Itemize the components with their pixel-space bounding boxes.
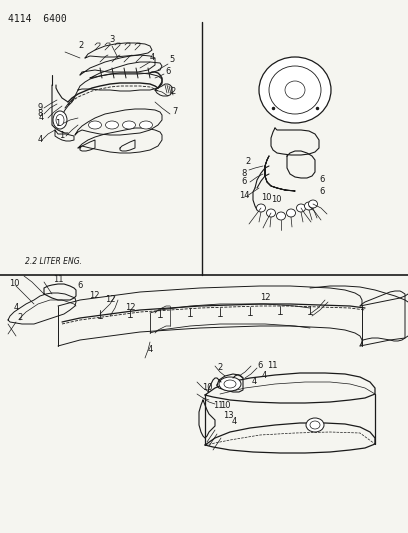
Text: 6: 6 bbox=[257, 360, 263, 369]
Text: 14: 14 bbox=[239, 191, 249, 200]
Text: 6: 6 bbox=[165, 68, 171, 77]
Ellipse shape bbox=[285, 81, 305, 99]
Text: 7: 7 bbox=[172, 108, 178, 117]
Ellipse shape bbox=[257, 204, 266, 212]
Text: 5: 5 bbox=[169, 55, 175, 64]
Text: 4: 4 bbox=[149, 53, 155, 62]
Text: 10: 10 bbox=[202, 384, 212, 392]
Ellipse shape bbox=[259, 57, 331, 123]
Text: 12: 12 bbox=[105, 295, 115, 304]
Text: 2: 2 bbox=[18, 313, 22, 322]
Text: 4: 4 bbox=[251, 376, 257, 385]
Text: 3: 3 bbox=[109, 36, 115, 44]
Ellipse shape bbox=[56, 115, 64, 125]
Text: 10: 10 bbox=[9, 279, 19, 287]
Text: 8: 8 bbox=[37, 109, 43, 118]
Text: 13: 13 bbox=[223, 411, 233, 421]
Ellipse shape bbox=[224, 380, 236, 388]
Text: 11: 11 bbox=[53, 276, 63, 285]
Ellipse shape bbox=[219, 377, 241, 391]
Text: 2: 2 bbox=[245, 157, 251, 166]
Text: 4: 4 bbox=[38, 114, 44, 123]
Text: 4: 4 bbox=[38, 135, 42, 144]
Text: 4: 4 bbox=[13, 303, 19, 312]
Ellipse shape bbox=[266, 209, 275, 217]
Ellipse shape bbox=[106, 121, 118, 129]
Ellipse shape bbox=[310, 421, 320, 429]
Text: 8: 8 bbox=[241, 169, 247, 179]
Text: 1: 1 bbox=[55, 119, 61, 128]
Text: 4: 4 bbox=[231, 417, 237, 426]
Text: 10: 10 bbox=[261, 193, 271, 203]
Text: 9: 9 bbox=[38, 103, 42, 112]
Ellipse shape bbox=[297, 204, 306, 212]
Text: 6: 6 bbox=[241, 177, 247, 187]
Text: 11: 11 bbox=[267, 360, 277, 369]
Ellipse shape bbox=[53, 111, 67, 129]
Text: 12: 12 bbox=[89, 290, 99, 300]
Text: 12: 12 bbox=[125, 303, 135, 312]
Ellipse shape bbox=[304, 202, 313, 210]
Text: 6: 6 bbox=[319, 175, 325, 184]
Text: 12: 12 bbox=[260, 294, 270, 303]
Text: 2: 2 bbox=[217, 364, 223, 373]
Text: 4: 4 bbox=[262, 370, 266, 379]
Text: 4114  6400: 4114 6400 bbox=[8, 14, 67, 24]
Ellipse shape bbox=[89, 121, 102, 129]
Text: 2.2 LITER ENG.: 2.2 LITER ENG. bbox=[25, 257, 82, 266]
Text: 2: 2 bbox=[78, 41, 84, 50]
Text: 10: 10 bbox=[271, 196, 281, 205]
Text: 10: 10 bbox=[220, 401, 230, 410]
Text: 6: 6 bbox=[319, 188, 325, 197]
Ellipse shape bbox=[269, 66, 321, 114]
Text: 11: 11 bbox=[213, 401, 223, 410]
Ellipse shape bbox=[140, 121, 153, 129]
Ellipse shape bbox=[308, 200, 317, 208]
Text: 6: 6 bbox=[77, 281, 83, 290]
Text: 2: 2 bbox=[171, 87, 175, 96]
Ellipse shape bbox=[122, 121, 135, 129]
Text: 1: 1 bbox=[60, 132, 64, 141]
Ellipse shape bbox=[306, 418, 324, 432]
Ellipse shape bbox=[286, 209, 295, 217]
Ellipse shape bbox=[277, 212, 286, 220]
Text: 4: 4 bbox=[147, 345, 153, 354]
